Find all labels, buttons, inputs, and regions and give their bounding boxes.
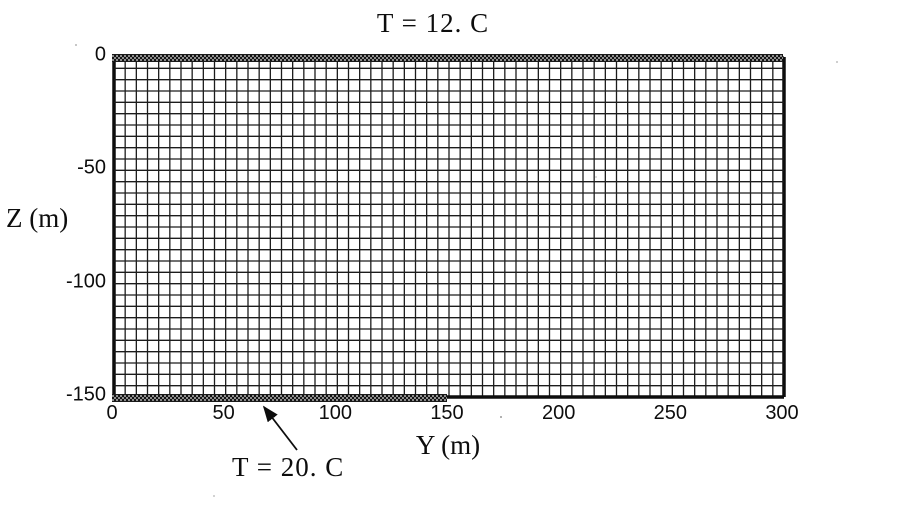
boundary-annotation: T = 20. C	[232, 452, 345, 482]
x-tick-label: 0	[106, 402, 118, 424]
y-axis-label: Z (m)	[6, 203, 69, 233]
x-tick-label: 150	[430, 402, 464, 424]
x-tick-label: 300	[765, 402, 799, 424]
y-tick-label: -150	[65, 383, 106, 406]
scan-noise	[75, 44, 77, 46]
top-boundary-band	[112, 54, 783, 62]
y-tick-label: -50	[77, 156, 106, 179]
figure-title: T = 12. C	[376, 8, 490, 38]
y-tick-label: -100	[65, 270, 106, 293]
mesh-grid	[112, 56, 786, 399]
x-tick-label: 200	[541, 402, 576, 424]
bottom-boundary-band	[112, 394, 447, 402]
x-tick-label: 250	[653, 402, 688, 424]
x-axis-label: Y (m)	[415, 430, 481, 460]
x-tick-label: 50	[212, 402, 235, 424]
x-tick-label: 100	[318, 402, 353, 424]
y-tick-label: 0	[94, 43, 106, 66]
